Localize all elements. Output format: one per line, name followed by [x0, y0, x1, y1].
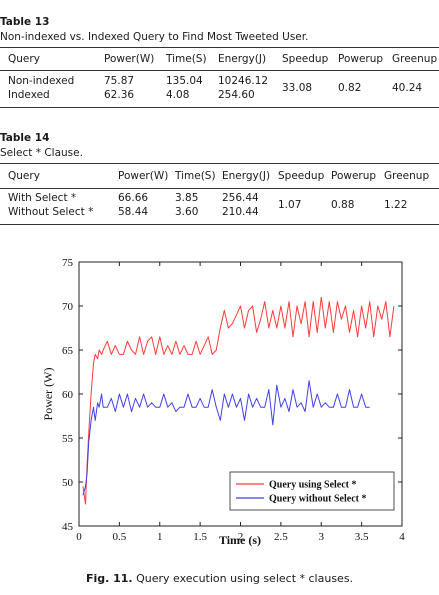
header-greenup: Greenup	[384, 170, 430, 182]
header-speedup: Speedup	[282, 53, 329, 65]
cell-speedup: 33.08	[282, 82, 313, 94]
figure-label: Fig. 11.	[85, 572, 133, 585]
x-tick-label: 3	[319, 531, 325, 543]
header-energy: Energy(J)	[218, 53, 267, 65]
cell-powerup: 0.82	[338, 82, 362, 94]
cell-query-row2: Without Select *	[8, 206, 94, 218]
x-tick-label: 0	[76, 531, 82, 543]
legend-label-2: Query without Select *	[269, 494, 367, 505]
y-tick-label: 55	[62, 433, 74, 445]
cell-time-row1: 135.04	[166, 75, 203, 87]
table-caption: Non-indexed vs. Indexed Query to Find Mo…	[0, 31, 309, 43]
cell-greenup: 1.22	[384, 199, 408, 211]
x-tick-label: 2	[238, 531, 244, 543]
header-query: Query	[8, 53, 40, 65]
legend-box	[229, 471, 395, 511]
cell-query-row1: With Select *	[8, 192, 77, 204]
header-time: Time(S)	[175, 170, 216, 182]
cell-time-row2: 4.08	[166, 89, 190, 101]
header-greenup: Greenup	[392, 53, 438, 65]
table-bottom-rule	[0, 107, 439, 108]
table-top-rule	[0, 47, 439, 48]
y-tick-label: 45	[62, 521, 74, 533]
header-powerup: Powerup	[331, 170, 377, 182]
x-tick-label: 3.5	[355, 531, 369, 543]
x-tick-label: 1.5	[193, 531, 207, 543]
cell-query-row2: Indexed	[8, 89, 50, 101]
cell-power-row2: 62.36	[104, 89, 135, 101]
power-line-chart: 0 0.5 1 1.5 2 2.5 3 3.5 4 45 50 55 60 65 70 75 Query usi…	[41, 257, 405, 547]
y-tick-label: 65	[62, 345, 74, 357]
header-power: Power(W)	[118, 170, 169, 182]
y-tick-label: 60	[62, 389, 74, 401]
table-top-rule	[0, 163, 439, 164]
legend-label-1: Query using Select *	[269, 480, 357, 491]
table-13: Table 13 Non-indexed vs. Indexed Query t…	[0, 12, 439, 112]
y-axis-label: Power (W)	[41, 368, 55, 421]
table-number: Table 14	[0, 132, 50, 144]
y-tick-label: 70	[62, 301, 74, 313]
cell-energy-row2: 254.60	[218, 89, 255, 101]
header-energy: Energy(J)	[222, 170, 271, 182]
table-caption: Select * Clause.	[0, 147, 83, 159]
table-14: Table 14 Select * Clause. Query Power(W)…	[0, 128, 439, 228]
y-tick-label: 75	[62, 257, 74, 269]
cell-energy-row2: 210.44	[222, 206, 259, 218]
header-speedup: Speedup	[278, 170, 325, 182]
header-query: Query	[8, 170, 40, 182]
x-tick-label: 4	[399, 531, 405, 543]
cell-energy-row1: 256.44	[222, 192, 259, 204]
x-tick-label: 1	[157, 531, 163, 543]
table-number: Table 13	[0, 16, 50, 28]
cell-power-row1: 66.66	[118, 192, 149, 204]
cell-time-row1: 3.85	[175, 192, 199, 204]
series-line-1	[82, 296, 395, 505]
series-line-2	[82, 380, 370, 496]
cell-greenup: 40.24	[392, 82, 423, 94]
header-power: Power(W)	[104, 53, 155, 65]
cell-query-row1: Non-indexed	[8, 75, 75, 87]
figure-caption: Fig. 11. Query execution using select * …	[0, 572, 439, 585]
figure-caption-text: Query execution using select * clauses.	[136, 572, 354, 585]
table-bottom-rule	[0, 224, 439, 225]
cell-speedup: 1.07	[278, 199, 302, 211]
cell-energy-row1: 10246.12	[218, 75, 269, 87]
table-header-rule	[0, 70, 439, 71]
x-tick-label: 0.5	[113, 531, 127, 543]
header-time: Time(S)	[166, 53, 207, 65]
cell-time-row2: 3.60	[175, 206, 199, 218]
cell-power-row1: 75.87	[104, 75, 135, 87]
x-tick-label: 2.5	[274, 531, 288, 543]
cell-power-row2: 58.44	[118, 206, 149, 218]
table-header-rule	[0, 188, 439, 189]
y-tick-label: 50	[62, 477, 74, 489]
header-powerup: Powerup	[338, 53, 384, 65]
cell-powerup: 0.88	[331, 199, 355, 211]
x-axis-label: Time (s)	[219, 533, 261, 547]
